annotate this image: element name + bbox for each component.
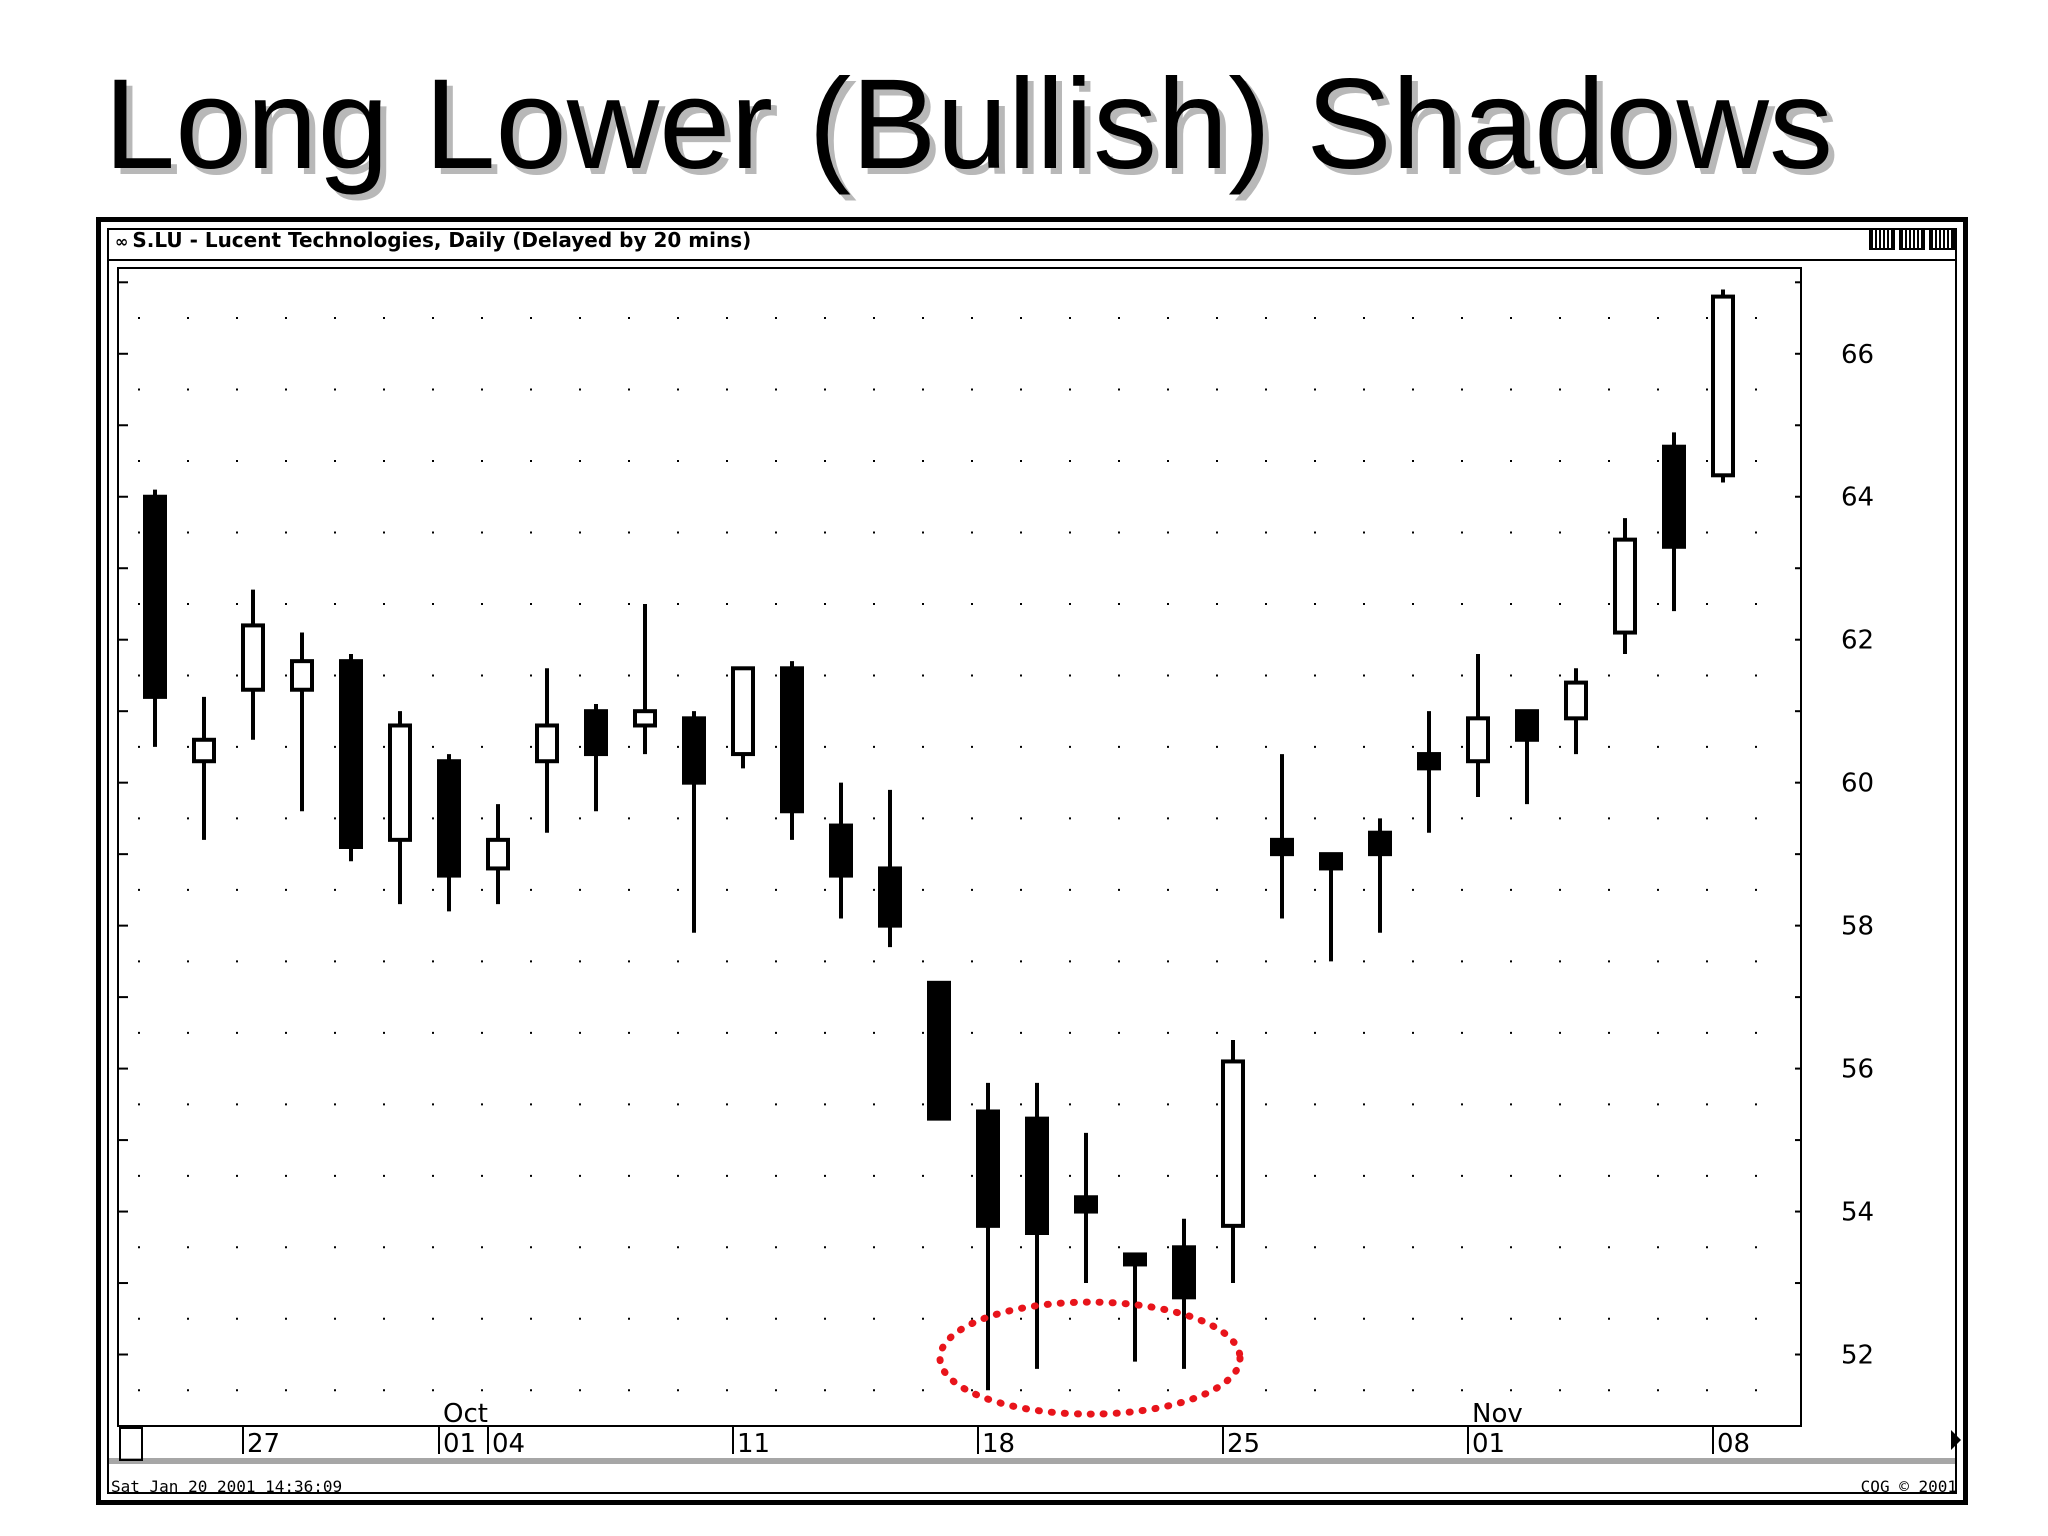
chart-canvas: 52 54 56 58 60 62 64 66 27 01 04 11 18 25 01 08 Oct Nov (107, 228, 1961, 1494)
y-tick-label: 54 (1841, 1198, 1874, 1228)
scroll-right-icon (1951, 1430, 1961, 1450)
y-tick-label: 56 (1841, 1055, 1874, 1085)
candle-body-bearish (1319, 852, 1343, 871)
candle-body-bullish (731, 666, 755, 757)
candle-body-bearish (682, 716, 706, 785)
x-tick-label: 25 (1227, 1429, 1260, 1459)
scroll-start-marker (119, 1427, 143, 1461)
y-tick-label: 64 (1841, 483, 1874, 513)
candle-body-bearish (143, 494, 167, 699)
status-copyright: CQG © 2001 (1860, 1477, 1957, 1496)
candle-body-bearish (1270, 837, 1294, 857)
candle-body-bearish (339, 659, 363, 850)
x-tick-label: 08 (1717, 1429, 1750, 1459)
annotation-ellipse (936, 1298, 1244, 1418)
minimize-icon[interactable] (1869, 228, 1895, 250)
window-controls (1869, 228, 1955, 250)
plot-area (117, 267, 1802, 1427)
y-tick-label: 66 (1841, 340, 1874, 370)
slide-title: Long Lower (Bullish) Shadows (104, 53, 1833, 196)
y-tick-label: 60 (1841, 769, 1874, 799)
x-tick-label: 04 (492, 1429, 525, 1459)
candle-body-bullish (486, 837, 510, 871)
app-logo-icon: ∞ (115, 232, 129, 251)
candle-body-bearish (1417, 752, 1441, 771)
window-title: ∞ S.LU - Lucent Technologies, Daily (Dela… (115, 228, 751, 252)
candle-body-bullish (1466, 716, 1490, 764)
candle-body-bullish (192, 737, 216, 764)
candle-body-bullish (290, 659, 314, 692)
candle-body-bearish (1515, 709, 1539, 742)
x-tick-label: 11 (737, 1429, 770, 1459)
candle-body-bearish (1368, 830, 1392, 857)
candle-body-bullish (633, 709, 657, 728)
x-month-label: Nov (1472, 1399, 1523, 1429)
y-tick-label: 52 (1841, 1341, 1874, 1371)
candle-body-bearish (584, 709, 608, 757)
y-tick-label: 58 (1841, 912, 1874, 942)
candle-body-bullish (535, 723, 559, 764)
candle-body-bearish (1662, 444, 1686, 549)
candle-body-bearish (829, 823, 853, 878)
x-month-label: Oct (443, 1399, 488, 1429)
y-tick-label: 62 (1841, 626, 1874, 656)
candle-body-bearish (976, 1109, 1000, 1228)
candle-body-bullish (241, 623, 265, 692)
candle-body-bearish (927, 980, 951, 1121)
x-tick-label: 01 (443, 1429, 476, 1459)
candle-body-bearish (1123, 1252, 1147, 1267)
candle-body-bearish (1025, 1116, 1049, 1236)
candle-body-bullish (1613, 537, 1637, 635)
status-bar-separator (108, 1458, 1956, 1464)
window-title-text: S.LU - Lucent Technologies, Daily (Delay… (132, 228, 752, 252)
candle-body-bearish (780, 666, 804, 814)
candle-body-bullish (1711, 294, 1735, 478)
candle-body-bearish (878, 866, 902, 928)
chart-window: 52 54 56 58 60 62 64 66 27 01 04 11 18 25 01 08 Oct Nov ∞… (96, 217, 1968, 1505)
x-tick-label: 18 (982, 1429, 1015, 1459)
candle-body-bullish (388, 723, 412, 842)
x-tick-label: 27 (247, 1429, 280, 1459)
status-timestamp: Sat Jan 20 2001 14:36:09 (111, 1477, 343, 1496)
candle-body-bearish (1172, 1245, 1196, 1300)
window-inner-border (107, 228, 1957, 1494)
candle-body-bearish (1074, 1195, 1098, 1214)
candle-body-bullish (1221, 1059, 1245, 1228)
x-tick-label: 01 (1472, 1429, 1505, 1459)
close-icon[interactable] (1929, 228, 1955, 250)
maximize-icon[interactable] (1899, 228, 1925, 250)
candle-body-bullish (1564, 680, 1588, 721)
candle-body-bearish (437, 759, 461, 878)
